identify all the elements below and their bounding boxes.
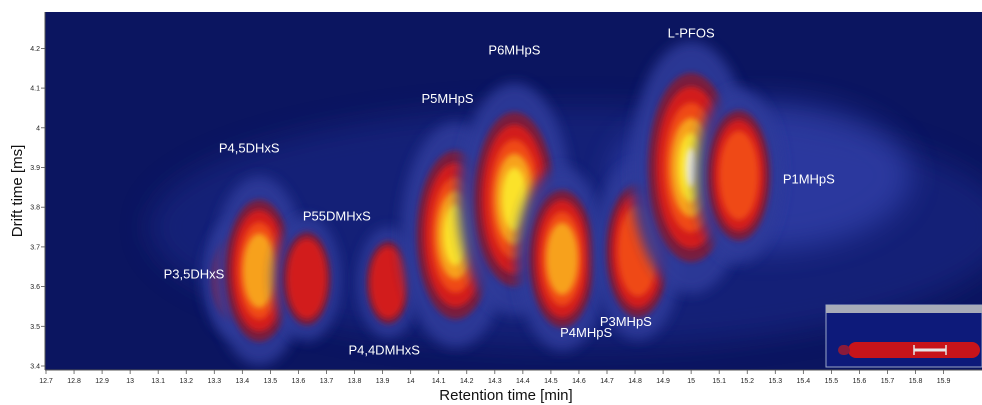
y-ticks: 3.4 3.5 3.6 3.7 3.8 3.9 4 4.1 4.2 bbox=[30, 46, 45, 371]
x-tick-label: 13.1 bbox=[151, 378, 165, 385]
x-tick-label: 13.6 bbox=[292, 378, 306, 385]
x-tick-label: 15.3 bbox=[768, 378, 782, 385]
heatmap-peak bbox=[694, 88, 783, 263]
x-tick-label: 14 bbox=[407, 378, 415, 385]
y-tick-label: 3.5 bbox=[30, 324, 40, 331]
y-tick-label: 3.8 bbox=[30, 205, 40, 212]
peak-label: P1MHpS bbox=[783, 171, 835, 186]
heatmap-peak bbox=[515, 167, 609, 351]
inset-overview bbox=[825, 304, 982, 368]
peak-label: P55DMHxS bbox=[303, 209, 371, 224]
peak-label: P4,4DMHxS bbox=[348, 343, 420, 358]
x-tick-label: 13 bbox=[126, 378, 134, 385]
x-tick-label: 13.7 bbox=[320, 378, 334, 385]
y-tick-label: 4 bbox=[36, 125, 40, 132]
y-tick-label: 3.6 bbox=[30, 284, 40, 291]
heatmap-peak bbox=[273, 216, 341, 341]
x-tick-label: 14.2 bbox=[460, 378, 474, 385]
x-tick-label: 12.7 bbox=[39, 378, 53, 385]
peak-label: P5MHpS bbox=[422, 91, 474, 106]
x-tick-label: 12.9 bbox=[95, 378, 109, 385]
x-tick-label: 14.9 bbox=[656, 378, 670, 385]
x-tick-label: 15 bbox=[687, 378, 695, 385]
x-tick-label: 12.8 bbox=[67, 378, 81, 385]
x-tick-label: 15.6 bbox=[853, 378, 867, 385]
peak-label: P6MHpS bbox=[488, 42, 540, 57]
x-tick-label: 15.7 bbox=[881, 378, 895, 385]
x-tick-label: 13.9 bbox=[376, 378, 390, 385]
peak-label: P3,5DHxS bbox=[164, 267, 225, 282]
y-tick-label: 3.9 bbox=[30, 165, 40, 172]
x-tick-label: 13.5 bbox=[264, 378, 278, 385]
peak-label: L-PFOS bbox=[668, 26, 715, 41]
x-tick-label: 14.6 bbox=[572, 378, 586, 385]
x-tick-label: 15.2 bbox=[740, 378, 754, 385]
x-tick-label: 15.5 bbox=[825, 378, 839, 385]
x-tick-label: 15.1 bbox=[712, 378, 726, 385]
y-tick-label: 3.4 bbox=[30, 364, 40, 371]
x-tick-label: 14.8 bbox=[628, 378, 642, 385]
x-tick-label: 13.2 bbox=[179, 378, 193, 385]
x-tick-label: 15.4 bbox=[797, 378, 811, 385]
peak-labels: P3,5DHxS P4,5DHxS P55DMHxS P4,4DMHxS P5MHpS P… bbox=[164, 26, 836, 358]
x-tick-label: 15.8 bbox=[909, 378, 923, 385]
x-tick-label: 14.4 bbox=[516, 378, 530, 385]
y-tick-label: 3.7 bbox=[30, 244, 40, 251]
x-tick-label: 14.3 bbox=[488, 378, 502, 385]
heatmap-layer bbox=[149, 41, 982, 366]
x-tick-label: 15.9 bbox=[937, 378, 951, 385]
peak-label: P4,5DHxS bbox=[219, 141, 280, 156]
x-tick-label: 14.7 bbox=[600, 378, 614, 385]
x-tick-label: 14.5 bbox=[544, 378, 558, 385]
x-tick-label: 13.4 bbox=[236, 378, 250, 385]
x-ticks: 12.7 12.8 12.9 13 13.1 13.2 13.3 13.4 13.5 13.6 13… bbox=[39, 370, 951, 385]
y-tick-label: 4.2 bbox=[30, 46, 40, 53]
y-axis-label: Drift time [ms] bbox=[9, 145, 26, 238]
x-axis-label: Retention time [min] bbox=[439, 387, 572, 404]
y-tick-label: 4.1 bbox=[30, 86, 40, 93]
peak-label: P4MHpS bbox=[560, 325, 612, 340]
x-tick-label: 14.1 bbox=[432, 378, 446, 385]
x-tick-label: 13.8 bbox=[348, 378, 362, 385]
peak-label: P3MHpS bbox=[600, 314, 652, 329]
x-tick-label: 13.3 bbox=[207, 378, 221, 385]
